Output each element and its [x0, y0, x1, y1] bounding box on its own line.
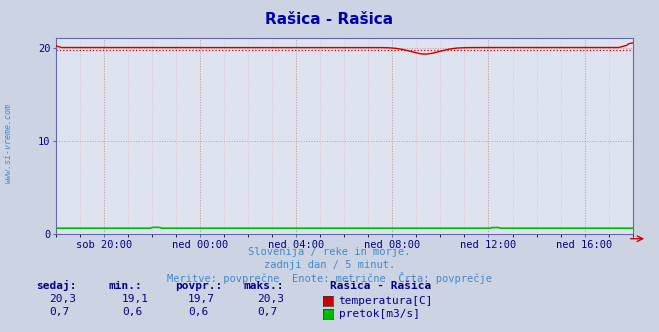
- Text: 20,3: 20,3: [49, 294, 76, 304]
- Text: zadnji dan / 5 minut.: zadnji dan / 5 minut.: [264, 260, 395, 270]
- Text: Meritve: povprečne  Enote: metrične  Črta: povprečje: Meritve: povprečne Enote: metrične Črta:…: [167, 272, 492, 284]
- Text: Rašica - Rašica: Rašica - Rašica: [330, 281, 431, 291]
- Text: 0,7: 0,7: [49, 307, 70, 317]
- Text: maks.:: maks.:: [244, 281, 284, 291]
- Text: 0,7: 0,7: [257, 307, 277, 317]
- Text: www.si-vreme.com: www.si-vreme.com: [4, 103, 13, 183]
- Text: min.:: min.:: [109, 281, 142, 291]
- Text: 0,6: 0,6: [122, 307, 142, 317]
- Text: pretok[m3/s]: pretok[m3/s]: [339, 309, 420, 319]
- Text: povpr.:: povpr.:: [175, 281, 222, 291]
- Text: Rašica - Rašica: Rašica - Rašica: [266, 12, 393, 27]
- Text: 19,1: 19,1: [122, 294, 149, 304]
- Text: 0,6: 0,6: [188, 307, 208, 317]
- Text: 20,3: 20,3: [257, 294, 284, 304]
- Text: sedaj:: sedaj:: [36, 280, 76, 291]
- Text: Slovenija / reke in morje.: Slovenija / reke in morje.: [248, 247, 411, 257]
- Text: 19,7: 19,7: [188, 294, 215, 304]
- Text: temperatura[C]: temperatura[C]: [339, 296, 433, 306]
